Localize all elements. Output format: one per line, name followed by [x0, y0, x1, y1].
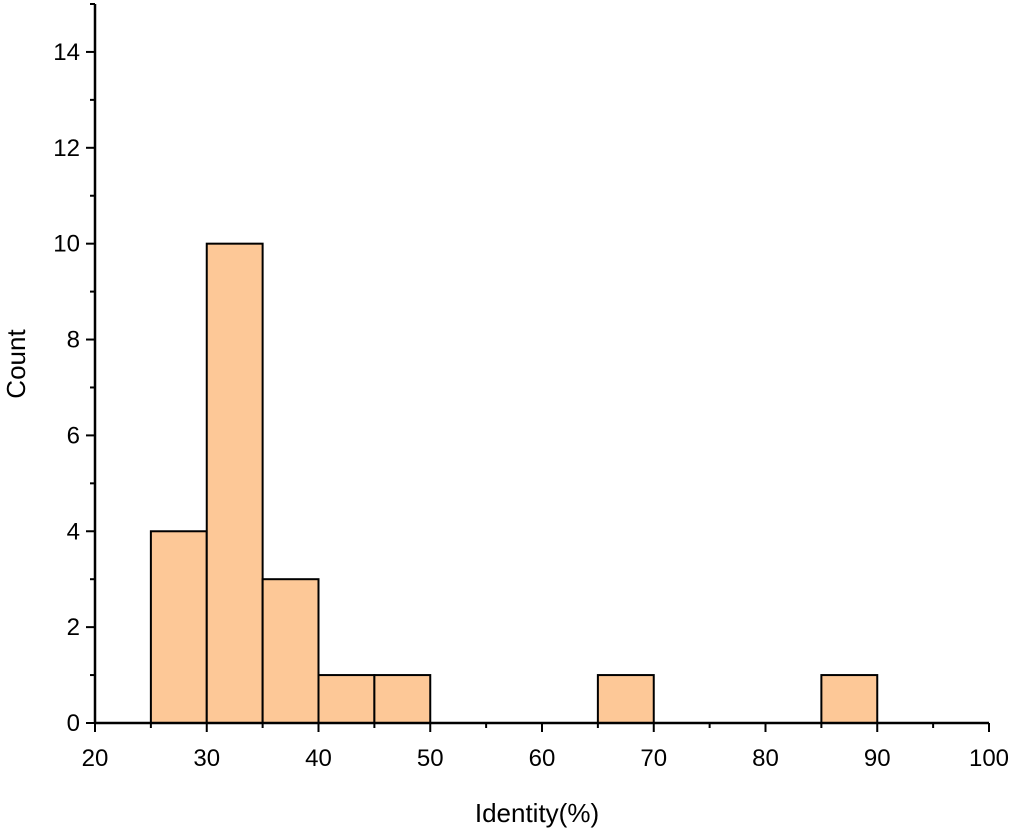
- x-tick-label: 30: [193, 745, 220, 772]
- histogram-bar: [205, 242, 264, 725]
- x-tick-label: 20: [82, 745, 109, 772]
- x-tick-label: 60: [529, 745, 556, 772]
- x-tick-label: 70: [640, 745, 667, 772]
- x-tick-label: 90: [864, 745, 891, 772]
- y-tick-label: 6: [67, 422, 80, 449]
- y-tick-label: 4: [67, 518, 80, 545]
- x-axis-ticks: 20 30 40 50 60 70 80 90 100: [82, 723, 1009, 772]
- y-axis-ticks: 0 2 4 6 8 10 12 14: [53, 3, 95, 737]
- histogram-bar: [317, 674, 376, 724]
- histogram-bar: [261, 578, 320, 725]
- histogram-bar: [820, 674, 879, 724]
- bars-group: [149, 242, 879, 725]
- histogram-bar: [596, 674, 655, 724]
- x-tick-label: 50: [417, 745, 444, 772]
- histogram-bar: [149, 530, 208, 724]
- y-tick-label: 8: [67, 327, 80, 354]
- x-tick-label: 80: [752, 745, 779, 772]
- y-tick-label: 10: [53, 231, 80, 258]
- x-axis-label: Identity(%): [475, 798, 599, 828]
- y-tick-label: 2: [67, 614, 80, 641]
- y-tick-label: 14: [53, 39, 80, 66]
- y-tick-label: 0: [67, 710, 80, 737]
- histogram-bar: [373, 674, 432, 724]
- y-tick-label: 12: [53, 135, 80, 162]
- x-tick-label: 40: [305, 745, 332, 772]
- x-tick-label: 100: [969, 745, 1009, 772]
- y-axis-label: Count: [1, 329, 31, 399]
